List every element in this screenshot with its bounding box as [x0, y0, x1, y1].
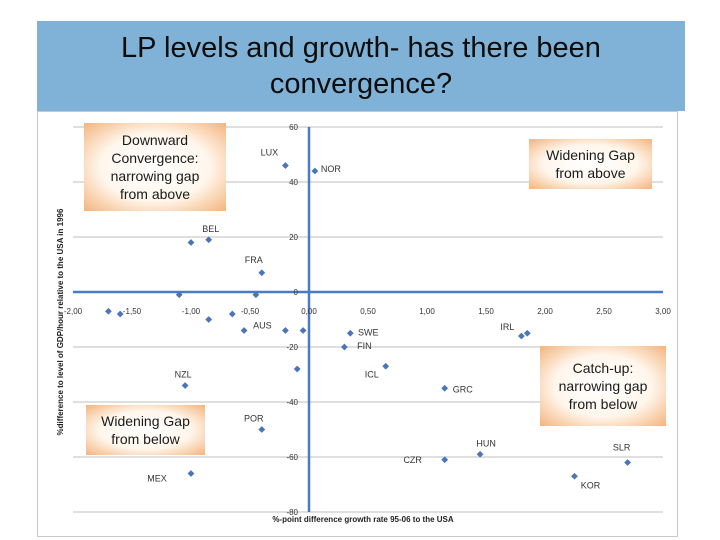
annotation-text: Convergence:: [111, 150, 198, 166]
data-point-grc: [441, 384, 449, 392]
annotation-box: [86, 405, 205, 455]
data-point: [228, 310, 236, 318]
point-label-hun: HUN: [476, 438, 496, 448]
annotation-text: Downward: [122, 132, 188, 148]
point-label-swe: SWE: [358, 327, 379, 337]
data-point: [175, 291, 183, 299]
data-point: [293, 365, 301, 373]
data-point-fin: [341, 343, 348, 351]
point-label-irl: IRL: [500, 322, 514, 332]
data-point-kor: [571, 472, 578, 480]
data-point: [116, 310, 124, 318]
point-label-mex: MEX: [147, 474, 167, 484]
annotation-top-left: Downward Convergence: narrowing gap from ab…: [84, 123, 226, 211]
x-tick-label: 0,50: [360, 307, 376, 316]
data-point: [205, 316, 213, 323]
x-tick-label: 2,50: [596, 307, 612, 316]
point-label-nor: NOR: [321, 164, 342, 174]
x-tick-label: -1,50: [123, 307, 142, 316]
x-tick-label: 2,00: [537, 307, 553, 316]
data-point: [299, 327, 307, 334]
data-point: [105, 307, 112, 315]
annotation-text: Widening Gap: [546, 147, 635, 163]
y-axis-title: %difference to level of GDP/hour relativ…: [56, 208, 65, 435]
data-point: [523, 329, 531, 337]
data-point: [252, 291, 260, 299]
data-point: [240, 327, 248, 334]
x-tick-label: -0,50: [241, 307, 260, 316]
slide-title: LP levels and growth- has there been con…: [121, 32, 601, 100]
point-label-czr: CZR: [403, 455, 422, 465]
point-label-fin: FIN: [357, 341, 372, 351]
x-axis-title: %-point difference growth rate 95-06 to …: [272, 515, 454, 524]
annotation-box: [540, 346, 666, 426]
quadrant-annotations: Downward Convergence: narrowing gap from ab…: [84, 123, 666, 455]
annotation-bottom-left: Widening Gap from below: [86, 405, 205, 455]
point-label-fra: FRA: [245, 255, 263, 265]
data-point-czr: [441, 456, 449, 464]
point-label-kor: KOR: [581, 480, 601, 490]
point-label-lux: LUX: [261, 148, 279, 158]
data-point-fra: [258, 269, 266, 277]
annotation-text: narrowing gap: [111, 168, 200, 184]
annotation-text: narrowing gap: [559, 378, 648, 394]
data-point-nor: [311, 167, 319, 175]
data-point-lux: [282, 162, 289, 169]
data-point-swe: [346, 329, 354, 337]
annotation-box: [84, 123, 226, 211]
data-point-mex: [187, 470, 195, 477]
y-tick-label: -80: [286, 508, 298, 517]
slide-title-bar: LP levels and growth- has there been con…: [37, 21, 685, 111]
data-point-icl: [382, 362, 390, 370]
data-point: [187, 239, 195, 246]
point-label-por: POR: [244, 414, 264, 424]
point-label-aus: AUS: [253, 321, 272, 331]
x-tick-label: 3,00: [655, 307, 671, 316]
annotation-box: [529, 139, 652, 189]
annotation-bottom-right: Catch-up: narrowing gap from below: [540, 346, 666, 426]
annotation-top-right: Widening Gap from above: [529, 139, 652, 189]
point-label-bel: BEL: [202, 224, 219, 234]
x-tick-label: 1,50: [478, 307, 494, 316]
data-point-slr: [624, 459, 631, 466]
axes: [73, 127, 663, 512]
annotation-text: from above: [555, 165, 625, 181]
annotation-text: from below: [111, 431, 180, 447]
x-tick-label: 1,00: [419, 307, 435, 316]
point-labels: LUX NOR BEL FRA AUS SWE FIN IRL ICL NZL GRC POR HUN C…: [147, 148, 631, 491]
point-label-icl: ICL: [365, 369, 379, 379]
data-point-nzl: [181, 382, 189, 389]
data-point-bel: [205, 236, 213, 244]
data-points: [105, 162, 631, 480]
x-tick-label: 0,00: [301, 307, 317, 316]
y-tick-label: 40: [289, 178, 298, 187]
y-tick-label: -60: [286, 453, 298, 462]
x-tick-label: -1,00: [182, 307, 201, 316]
y-tick-label: 0: [294, 288, 299, 297]
data-point-aus: [282, 327, 289, 334]
annotation-text: Catch-up:: [573, 360, 634, 376]
y-tick-label: 60: [289, 123, 298, 132]
annotation-text: from above: [120, 186, 190, 202]
tick-labels: -2,00 -1,50 -1,00 -0,50 0,00 0,50 1,00 1,50 2,00…: [64, 123, 671, 517]
x-tick-label: -2,00: [64, 307, 83, 316]
point-label-nzl: NZL: [175, 370, 192, 380]
y-tick-label: 20: [289, 233, 298, 242]
chart-frame: [37, 111, 678, 537]
y-tick-label: -40: [286, 398, 298, 407]
data-point-hun: [476, 450, 484, 458]
annotation-text: from below: [569, 396, 638, 412]
annotation-text: Widening Gap: [101, 413, 190, 429]
point-label-slr: SLR: [613, 443, 631, 453]
data-point-irl: [518, 332, 525, 340]
point-label-grc: GRC: [453, 384, 474, 394]
y-tick-label: -20: [286, 343, 298, 352]
data-point-por: [258, 426, 266, 433]
